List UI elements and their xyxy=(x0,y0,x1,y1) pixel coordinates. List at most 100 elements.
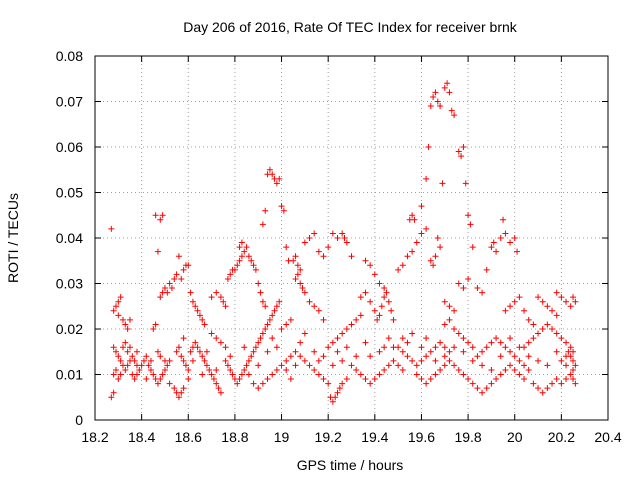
data-point xyxy=(441,84,448,91)
data-point xyxy=(110,344,117,351)
data-point xyxy=(460,335,467,342)
data-point xyxy=(152,212,159,219)
data-point xyxy=(269,371,276,378)
data-point xyxy=(404,353,411,360)
data-point xyxy=(446,348,453,355)
data-point xyxy=(138,362,145,369)
data-point xyxy=(320,253,327,260)
data-point xyxy=(570,366,577,373)
data-point xyxy=(166,380,173,387)
data-point xyxy=(185,366,192,373)
data-point xyxy=(381,285,388,292)
data-point xyxy=(262,303,269,310)
data-point xyxy=(434,98,441,105)
data-point xyxy=(178,275,185,282)
data-point xyxy=(273,344,280,351)
data-point xyxy=(432,357,439,364)
data-point xyxy=(264,321,271,328)
data-point xyxy=(446,357,453,364)
data-point xyxy=(236,376,243,383)
data-point xyxy=(199,371,206,378)
data-point xyxy=(516,357,523,364)
data-point xyxy=(493,376,500,383)
data-point xyxy=(418,203,425,210)
chart-title: Day 206 of 2016, Rate Of TEC Index for r… xyxy=(183,19,518,35)
data-point xyxy=(567,353,574,360)
data-point xyxy=(122,321,129,328)
data-point xyxy=(404,339,411,346)
data-point xyxy=(271,307,278,314)
data-point xyxy=(203,348,210,355)
data-point xyxy=(474,285,481,292)
data-point xyxy=(469,357,476,364)
data-point xyxy=(399,348,406,355)
x-tick-label: 18.8 xyxy=(221,429,248,445)
data-point xyxy=(539,389,546,396)
data-point xyxy=(173,271,180,278)
data-point xyxy=(469,380,476,387)
data-point xyxy=(161,285,168,292)
data-point xyxy=(108,225,115,232)
data-point xyxy=(343,239,350,246)
data-point xyxy=(441,321,448,328)
data-point xyxy=(511,366,518,373)
data-point xyxy=(516,371,523,378)
data-point xyxy=(262,207,269,214)
data-point xyxy=(110,371,117,378)
data-point xyxy=(371,376,378,383)
data-point xyxy=(189,298,196,305)
data-point xyxy=(390,316,397,323)
x-tick-label: 18.2 xyxy=(81,429,108,445)
data-point xyxy=(234,380,241,387)
data-point xyxy=(325,380,332,387)
x-tick-label: 19.2 xyxy=(315,429,342,445)
data-point xyxy=(161,366,168,373)
data-point xyxy=(455,366,462,373)
data-point xyxy=(479,348,486,355)
data-point xyxy=(213,289,220,296)
data-point xyxy=(157,376,164,383)
data-point xyxy=(339,330,346,337)
data-point xyxy=(159,212,166,219)
data-point xyxy=(558,294,565,301)
data-point xyxy=(441,298,448,305)
data-point xyxy=(206,366,213,373)
data-point xyxy=(185,376,192,383)
data-point xyxy=(236,257,243,264)
data-point xyxy=(467,221,474,228)
data-point xyxy=(311,348,318,355)
data-point xyxy=(199,353,206,360)
data-point xyxy=(243,362,250,369)
data-point xyxy=(255,385,262,392)
data-point xyxy=(381,294,388,301)
data-point xyxy=(306,235,313,241)
data-point xyxy=(220,298,227,305)
data-point xyxy=(455,148,462,155)
data-point xyxy=(157,353,164,360)
data-point xyxy=(549,326,556,332)
data-point xyxy=(339,380,346,387)
data-point xyxy=(178,353,185,360)
data-point xyxy=(166,280,173,287)
data-point xyxy=(530,335,537,342)
data-point xyxy=(187,289,194,296)
data-point xyxy=(525,339,532,346)
data-point xyxy=(390,344,397,351)
data-point xyxy=(430,93,437,100)
data-point xyxy=(201,357,208,364)
data-point xyxy=(563,376,570,383)
data-point xyxy=(488,366,495,373)
data-point xyxy=(385,335,392,342)
y-tick-label: 0.07 xyxy=(56,94,83,110)
data-point xyxy=(502,307,509,314)
data-point xyxy=(516,294,523,301)
data-point xyxy=(483,266,490,273)
data-point xyxy=(122,339,129,346)
data-point xyxy=(441,353,448,360)
data-point xyxy=(334,335,341,342)
data-point xyxy=(297,353,304,360)
data-point xyxy=(411,216,418,223)
x-tick-label: 19 xyxy=(274,429,290,445)
data-point xyxy=(483,344,490,351)
data-point xyxy=(222,357,229,364)
